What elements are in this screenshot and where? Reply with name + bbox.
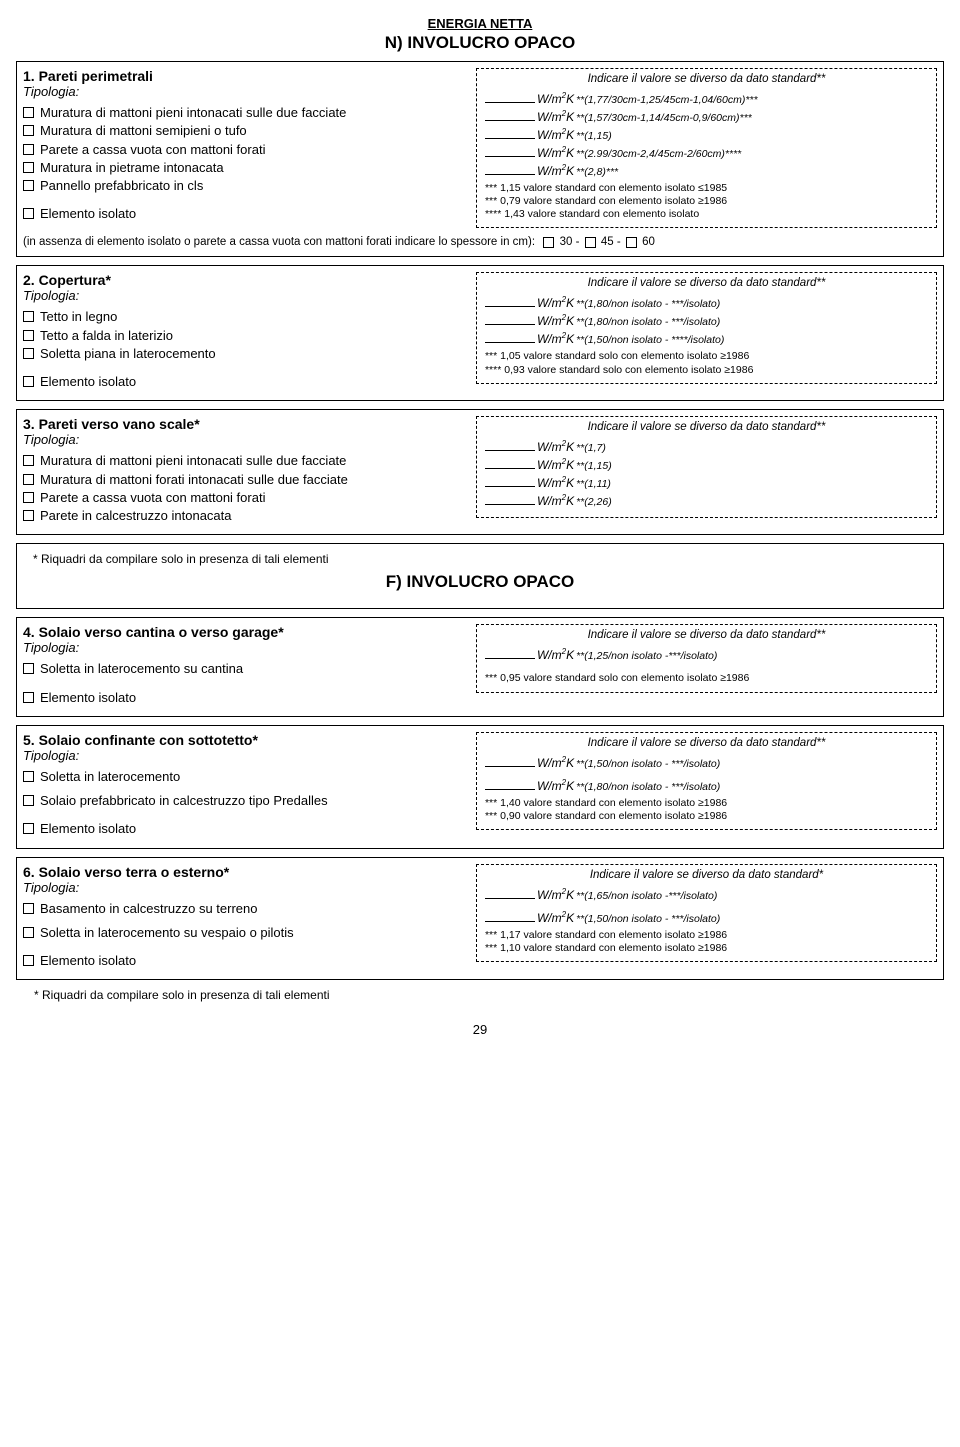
section-5-box: 5. Solaio confinante con sottotetto* Tip… xyxy=(16,725,944,849)
s5-cb-isolato[interactable] xyxy=(23,823,34,834)
s3-input-3[interactable] xyxy=(485,493,535,505)
s1-tipologia: Tipologia: xyxy=(23,84,466,99)
s1-dashed: Indicare il valore se diverso da dato st… xyxy=(476,68,937,228)
s6-input-0[interactable] xyxy=(485,887,535,899)
s4-cb-isolato[interactable] xyxy=(23,692,34,703)
s3-cb-0[interactable] xyxy=(23,455,34,466)
s6-notes: *** 1,17 valore standard con elemento is… xyxy=(485,929,928,955)
section-f-wrapper: * Riquadri da compilare solo in presenza… xyxy=(16,543,944,609)
s5-notes: *** 1,40 valore standard con elemento is… xyxy=(485,797,928,823)
s1-opt-4: Pannello prefabbricato in cls xyxy=(40,178,203,194)
s2-input-2[interactable] xyxy=(485,331,535,343)
s1-title: 1. Pareti perimetrali xyxy=(23,68,466,84)
s3-input-1[interactable] xyxy=(485,457,535,469)
s6-cb-0[interactable] xyxy=(23,903,34,914)
s3-input-2[interactable] xyxy=(485,475,535,487)
s1-cb-isolato[interactable] xyxy=(23,208,34,219)
s3-tipologia: Tipologia: xyxy=(23,432,466,447)
s2-cb-1[interactable] xyxy=(23,330,34,341)
s1-opt-3: Muratura in pietrame intonacata xyxy=(40,160,224,176)
s5-title: 5. Solaio confinante con sottotetto* xyxy=(23,732,466,748)
header-section-f: F) INVOLUCRO OPACO xyxy=(23,572,937,592)
s4-cb-0[interactable] xyxy=(23,663,34,674)
s5-cb-1[interactable] xyxy=(23,795,34,806)
s3-cb-3[interactable] xyxy=(23,510,34,521)
s1-opt-0: Muratura di mattoni pieni intonacati sul… xyxy=(40,105,346,121)
cb-45[interactable] xyxy=(585,237,596,248)
s3-dashed: Indicare il valore se diverso da dato st… xyxy=(476,416,937,518)
riquadri-note-2: * Riquadri da compilare solo in presenza… xyxy=(34,988,938,1002)
s6-title: 6. Solaio verso terra o esterno* xyxy=(23,864,466,880)
cb-60[interactable] xyxy=(626,237,637,248)
s1-opt-2: Parete a cassa vuota con mattoni forati xyxy=(40,142,265,158)
s1-input-2[interactable] xyxy=(485,127,535,139)
section-1-box: 1. Pareti perimetrali Tipologia: Muratur… xyxy=(16,61,944,257)
s1-notes: *** 1,15 valore standard con elemento is… xyxy=(485,182,928,221)
s3-input-0[interactable] xyxy=(485,439,535,451)
s5-input-1[interactable] xyxy=(485,778,535,790)
s1-cb-1[interactable] xyxy=(23,125,34,136)
s6-dashed: Indicare il valore se diverso da dato st… xyxy=(476,864,937,962)
header-section-n: N) INVOLUCRO OPACO xyxy=(16,33,944,53)
s1-under: (in assenza di elemento isolato o parete… xyxy=(23,236,937,248)
s1-opt-1: Muratura di mattoni semipieni o tufo xyxy=(40,123,247,139)
s2-title: 2. Copertura* xyxy=(23,272,466,288)
s1-cb-3[interactable] xyxy=(23,162,34,173)
s6-input-1[interactable] xyxy=(485,910,535,922)
s4-notes: *** 0,95 valore standard solo con elemen… xyxy=(485,666,928,685)
s1-cb-4[interactable] xyxy=(23,180,34,191)
s2-tipologia: Tipologia: xyxy=(23,288,466,303)
s1-input-3[interactable] xyxy=(485,145,535,157)
s3-title: 3. Pareti verso vano scale* xyxy=(23,416,466,432)
s4-input-0[interactable] xyxy=(485,647,535,659)
s2-cb-2[interactable] xyxy=(23,348,34,359)
s5-input-0[interactable] xyxy=(485,755,535,767)
s5-dashed: Indicare il valore se diverso da dato st… xyxy=(476,732,937,830)
section-2-box: 2. Copertura* Tipologia: Tetto in legno … xyxy=(16,265,944,401)
s6-cb-1[interactable] xyxy=(23,927,34,938)
s2-cb-isolato[interactable] xyxy=(23,376,34,387)
page-number: 29 xyxy=(16,1022,944,1037)
riquadri-note-1: * Riquadri da compilare solo in presenza… xyxy=(33,552,931,566)
s4-title: 4. Solaio verso cantina o verso garage* xyxy=(23,624,466,640)
s1-cb-2[interactable] xyxy=(23,144,34,155)
s5-tipologia: Tipologia: xyxy=(23,748,466,763)
s2-dashed: Indicare il valore se diverso da dato st… xyxy=(476,272,937,383)
section-4-box: 4. Solaio verso cantina o verso garage* … xyxy=(16,617,944,717)
s1-input-1[interactable] xyxy=(485,109,535,121)
s6-tipologia: Tipologia: xyxy=(23,880,466,895)
section-6-box: 6. Solaio verso terra o esterno* Tipolog… xyxy=(16,857,944,981)
cb-30[interactable] xyxy=(543,237,554,248)
s3-cb-2[interactable] xyxy=(23,492,34,503)
s2-input-1[interactable] xyxy=(485,313,535,325)
s1-input-4[interactable] xyxy=(485,163,535,175)
s1-dash-header: Indicare il valore se diverso da dato st… xyxy=(485,73,928,85)
section-3-box: 3. Pareti verso vano scale* Tipologia: M… xyxy=(16,409,944,535)
s1-cb-0[interactable] xyxy=(23,107,34,118)
header-energia: ENERGIA NETTA xyxy=(16,16,944,31)
s1-isolato: Elemento isolato xyxy=(40,206,136,222)
s2-cb-0[interactable] xyxy=(23,311,34,322)
s4-tipologia: Tipologia: xyxy=(23,640,466,655)
s2-notes: *** 1,05 valore standard solo con elemen… xyxy=(485,350,928,376)
s2-input-0[interactable] xyxy=(485,295,535,307)
s6-cb-isolato[interactable] xyxy=(23,955,34,966)
s1-input-0[interactable] xyxy=(485,91,535,103)
s4-dashed: Indicare il valore se diverso da dato st… xyxy=(476,624,937,692)
s3-cb-1[interactable] xyxy=(23,474,34,485)
s5-cb-0[interactable] xyxy=(23,771,34,782)
